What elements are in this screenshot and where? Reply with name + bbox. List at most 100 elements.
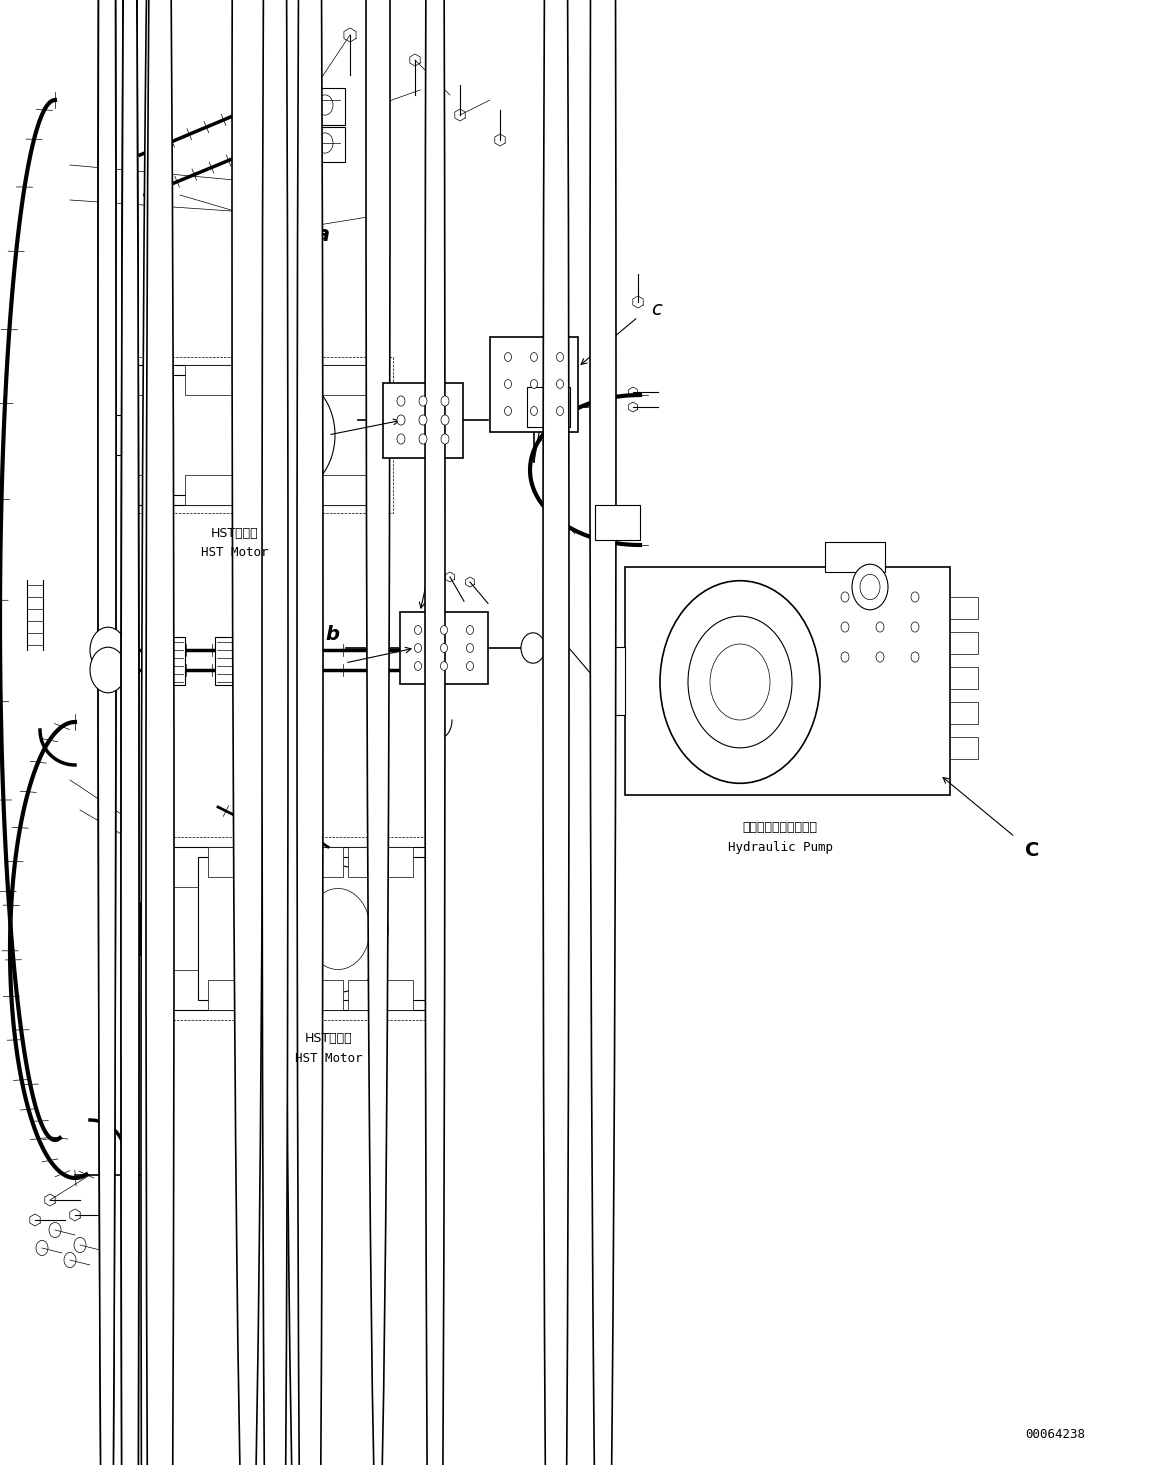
Circle shape xyxy=(911,592,919,602)
Circle shape xyxy=(841,652,849,662)
Ellipse shape xyxy=(98,0,116,1465)
Circle shape xyxy=(852,564,889,609)
Ellipse shape xyxy=(233,0,264,1465)
Text: ハイドロリックポンプ: ハイドロリックポンプ xyxy=(743,820,818,834)
Circle shape xyxy=(317,95,333,116)
Circle shape xyxy=(688,617,793,747)
Circle shape xyxy=(305,888,370,970)
Bar xyxy=(950,598,978,620)
Bar xyxy=(385,415,415,456)
Circle shape xyxy=(419,434,427,444)
Ellipse shape xyxy=(98,0,116,1465)
Ellipse shape xyxy=(121,0,139,1465)
Circle shape xyxy=(261,400,318,470)
Bar xyxy=(305,88,345,125)
Bar xyxy=(285,475,385,505)
Circle shape xyxy=(876,652,884,662)
Circle shape xyxy=(90,648,126,693)
Bar xyxy=(348,980,413,1009)
Bar xyxy=(825,542,885,571)
Ellipse shape xyxy=(261,0,288,1465)
Circle shape xyxy=(911,652,919,662)
Text: a: a xyxy=(316,226,330,245)
Text: 00064238: 00064238 xyxy=(1025,1428,1085,1442)
Bar xyxy=(278,847,342,878)
Bar xyxy=(305,127,345,163)
Circle shape xyxy=(876,623,884,631)
Ellipse shape xyxy=(297,0,323,1465)
Circle shape xyxy=(531,353,538,362)
Ellipse shape xyxy=(366,0,390,1465)
Ellipse shape xyxy=(590,0,616,1465)
Ellipse shape xyxy=(425,0,445,1465)
Circle shape xyxy=(397,415,405,425)
Circle shape xyxy=(466,662,473,671)
Ellipse shape xyxy=(283,0,316,1465)
Text: HST Motor: HST Motor xyxy=(201,546,268,560)
Bar xyxy=(208,980,273,1009)
Circle shape xyxy=(90,627,126,672)
Bar xyxy=(950,702,978,724)
Bar xyxy=(185,475,285,505)
Ellipse shape xyxy=(146,0,174,1465)
Circle shape xyxy=(441,626,448,634)
Circle shape xyxy=(531,407,538,416)
Circle shape xyxy=(271,620,279,630)
Bar xyxy=(491,337,578,432)
Circle shape xyxy=(531,379,538,388)
Circle shape xyxy=(292,700,299,711)
Circle shape xyxy=(521,633,545,664)
Bar xyxy=(168,886,198,970)
Bar xyxy=(278,980,342,1009)
Circle shape xyxy=(36,1241,47,1256)
Circle shape xyxy=(557,407,563,416)
Text: c: c xyxy=(650,299,662,318)
Circle shape xyxy=(710,645,771,719)
Ellipse shape xyxy=(121,0,139,1465)
Bar xyxy=(285,365,385,396)
Text: a: a xyxy=(432,545,444,564)
Circle shape xyxy=(74,1238,86,1253)
Bar xyxy=(135,365,385,505)
Text: HST Motor: HST Motor xyxy=(295,1052,363,1065)
Circle shape xyxy=(466,643,473,652)
Circle shape xyxy=(397,396,405,406)
Circle shape xyxy=(504,379,511,388)
Circle shape xyxy=(288,866,388,992)
Text: HSTモータ: HSTモータ xyxy=(212,526,259,539)
Text: HSTモータ: HSTモータ xyxy=(305,1031,353,1045)
Circle shape xyxy=(419,415,427,425)
Bar xyxy=(127,357,393,513)
Bar xyxy=(625,567,950,795)
Bar xyxy=(950,667,978,689)
Bar xyxy=(383,382,463,459)
Ellipse shape xyxy=(543,0,569,1465)
Circle shape xyxy=(441,643,448,652)
Bar xyxy=(185,365,285,396)
Circle shape xyxy=(414,643,421,652)
Bar xyxy=(950,737,978,759)
Bar xyxy=(140,902,168,955)
Bar xyxy=(400,612,488,684)
Circle shape xyxy=(317,133,333,154)
Bar xyxy=(600,648,625,715)
Bar xyxy=(595,505,640,541)
Bar xyxy=(348,847,413,878)
Circle shape xyxy=(256,690,264,700)
Text: Hydraulic Pump: Hydraulic Pump xyxy=(728,841,833,854)
Circle shape xyxy=(504,407,511,416)
Ellipse shape xyxy=(141,0,169,1465)
Text: C: C xyxy=(1025,841,1039,860)
Circle shape xyxy=(841,623,849,631)
Circle shape xyxy=(245,378,336,492)
Circle shape xyxy=(414,662,421,671)
Circle shape xyxy=(876,592,884,602)
Bar xyxy=(950,631,978,653)
Bar xyxy=(135,396,170,475)
Circle shape xyxy=(441,434,449,444)
Bar xyxy=(526,387,570,426)
Text: b: b xyxy=(325,624,339,643)
Circle shape xyxy=(557,353,563,362)
Circle shape xyxy=(860,574,880,599)
Bar xyxy=(215,637,255,686)
